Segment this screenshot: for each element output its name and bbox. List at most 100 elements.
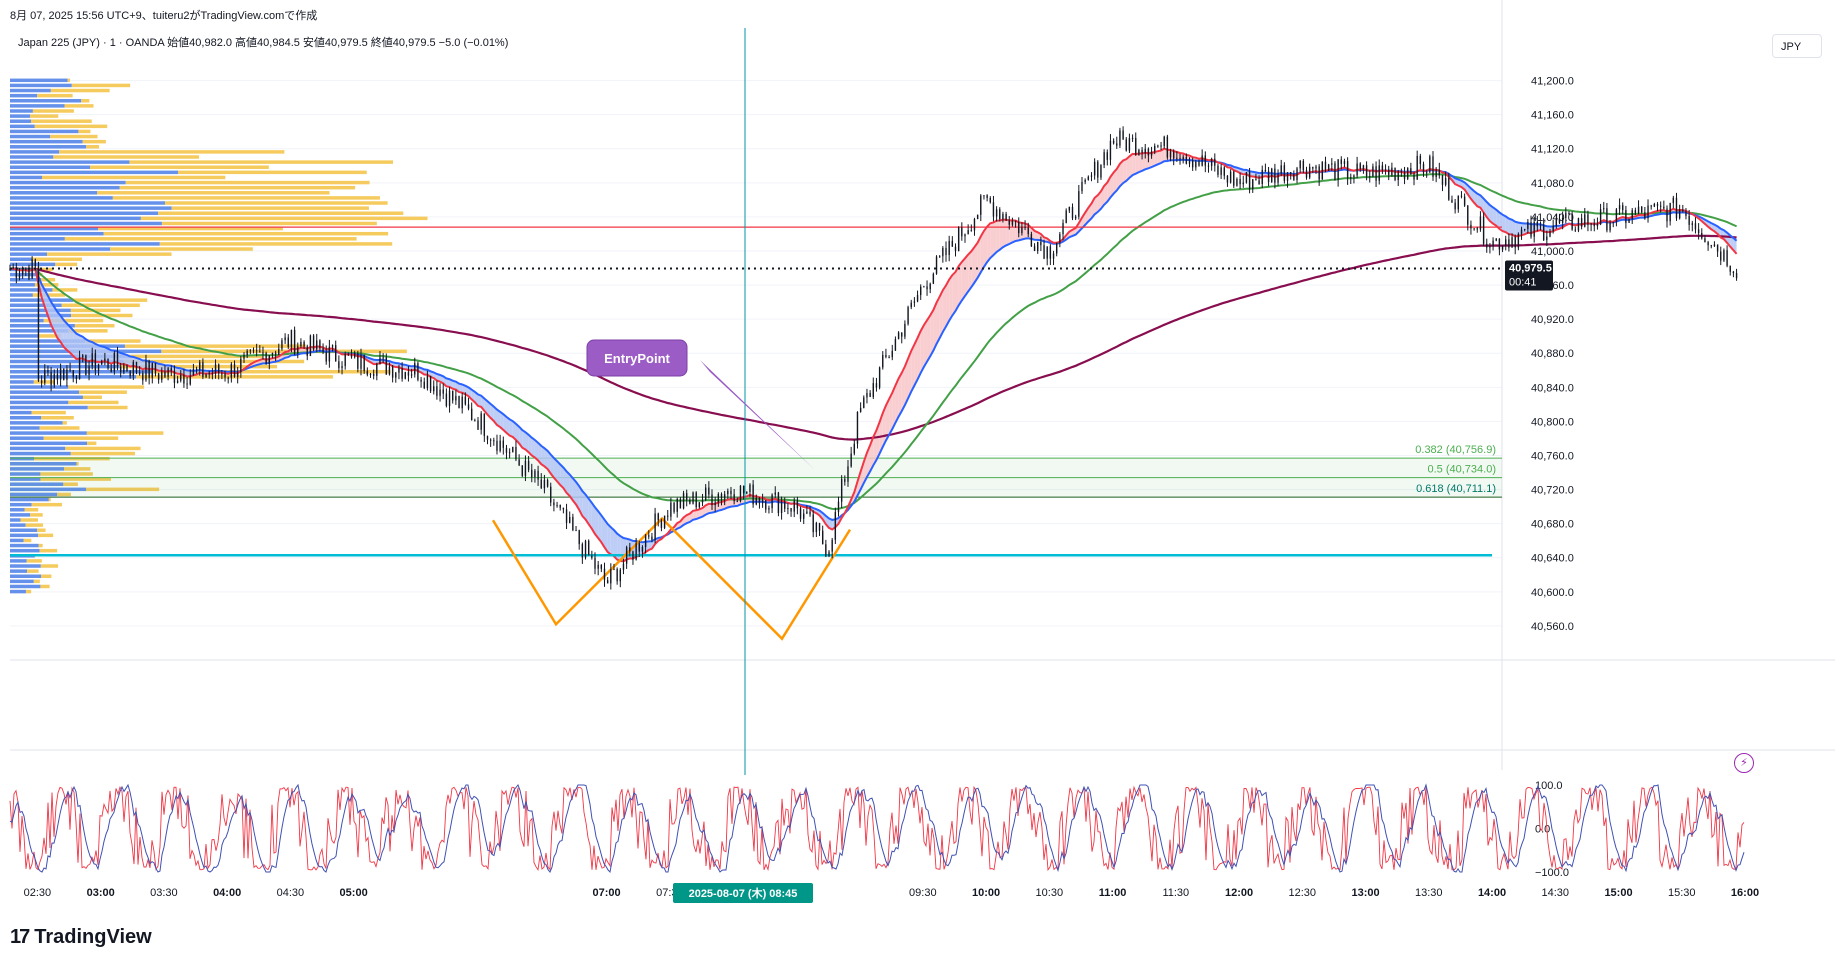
ribbon-fill-segment (512, 421, 516, 441)
vp-down-bar (10, 155, 54, 159)
ribbon-fill-segment (977, 236, 981, 278)
candle-body (1615, 209, 1618, 223)
tradingview-logo[interactable]: 17 TradingView (10, 926, 152, 949)
symbol-ohlc-legend[interactable]: Japan 225 (JPY) · 1 · OANDA 始値40,982.0 高… (18, 37, 509, 49)
vp-down-bar (10, 513, 31, 517)
entrypoint-callout[interactable]: EntryPoint (586, 339, 815, 470)
ribbon-fill-segment (528, 434, 532, 456)
candle-body (1305, 170, 1308, 178)
candle-body (417, 363, 419, 380)
vp-down-bar (10, 508, 25, 512)
vp-down-bar (10, 323, 75, 328)
time-tick-label: 04:00 (213, 887, 241, 899)
candle-body (1090, 175, 1093, 177)
vp-up-bar (161, 349, 407, 354)
candle-body (363, 354, 365, 372)
candle-body (1271, 168, 1273, 182)
fib-label: 0.5 (40,734.0) (1428, 464, 1497, 476)
vp-down-bar (10, 523, 26, 527)
candle-body (967, 230, 969, 235)
ribbon-fill-segment (82, 336, 86, 361)
vp-down-bar (10, 431, 87, 435)
vp-up-bar (123, 359, 305, 364)
osc-tick-label: −100.0 (1535, 867, 1569, 879)
ribbon-fill-segment (1180, 153, 1184, 160)
candle-body (673, 502, 675, 512)
candle-body (1435, 169, 1437, 178)
candle-body (1425, 172, 1428, 174)
candle-body (1561, 217, 1564, 223)
tradingview-logo-text: TradingView (34, 926, 152, 948)
vp-up-bar (32, 293, 66, 297)
price-tick-label: 40,880.0 (1531, 348, 1574, 360)
candle-body (1217, 165, 1219, 175)
stoch-k-line (9, 785, 1745, 872)
price-tick-label: 41,040.0 (1531, 212, 1574, 224)
candle-body (401, 368, 403, 379)
candle-body (701, 499, 704, 503)
candle-body (1283, 165, 1286, 181)
currency-selector[interactable]: JPY (1772, 34, 1822, 58)
ribbon-fill-segment (927, 315, 931, 362)
candle-body (1362, 165, 1365, 170)
ribbon-fill-segment (579, 486, 583, 517)
candle-body (1429, 156, 1431, 173)
candle-body (689, 499, 691, 504)
candle-body (1207, 165, 1210, 167)
candle-body (104, 358, 106, 361)
w-pattern-drawing[interactable] (491, 516, 852, 641)
vp-down-bar (10, 405, 88, 410)
ribbon-fill-segment (946, 279, 950, 327)
candle-body (249, 350, 252, 352)
ribbon-fill-segment (955, 265, 959, 312)
ribbon-fill-segment (734, 499, 738, 507)
candle-body (1131, 137, 1134, 139)
candle-body (1318, 166, 1320, 180)
price-axis[interactable]: 41,200.0 41,160.0 41,120.0 41,080.0 41,040.0… (1505, 76, 1574, 633)
candle-body (1052, 253, 1055, 259)
candle-body (638, 543, 640, 552)
candle-body (208, 372, 210, 375)
candle-body (303, 341, 305, 347)
ribbon-fill-segment (829, 518, 833, 530)
time-axis[interactable]: 02:30 03:00 03:30 04:00 04:30 05:00 07:00 07:30… (24, 883, 1759, 903)
vp-down-bar (10, 441, 88, 446)
vp-down-bar (10, 462, 77, 466)
candle-body (173, 370, 176, 383)
vp-down-bar (10, 252, 48, 256)
lightning-icon[interactable]: ⚡ (1734, 753, 1754, 773)
candle-body (1280, 165, 1282, 174)
osc-tick-label: 100.0 (1535, 780, 1563, 792)
candle-body (973, 219, 976, 231)
ribbon-fill-segment (111, 350, 115, 364)
candle-body (366, 371, 369, 375)
candle-body (976, 214, 979, 220)
candle-body (1410, 168, 1412, 175)
ribbon-fill-segment (585, 494, 589, 525)
candle-body (157, 373, 160, 380)
candle-body (1128, 138, 1131, 151)
candle-body (420, 379, 422, 382)
vp-down-bar (10, 226, 99, 231)
vp-down-bar (10, 467, 65, 471)
candle-body (357, 353, 359, 369)
ribbon-fill-segment (1508, 218, 1513, 235)
candle-body (926, 286, 928, 290)
vp-up-bar (50, 134, 98, 139)
candle-body (1618, 205, 1621, 210)
vp-up-bar (82, 139, 106, 144)
vp-up-bar (55, 262, 78, 267)
vp-down-bar (10, 206, 172, 210)
candle-body (214, 364, 217, 375)
candle-body (1378, 165, 1380, 181)
ribbon-fill-segment (1142, 152, 1146, 171)
candle-body (1277, 173, 1279, 183)
candle-body (34, 259, 36, 267)
candle-body (1508, 239, 1510, 248)
ribbon-fill-segment (727, 498, 731, 508)
candle-body (455, 396, 457, 401)
vp-down-bar (10, 88, 51, 93)
candle-body (116, 352, 119, 367)
candle-body (1653, 204, 1656, 207)
